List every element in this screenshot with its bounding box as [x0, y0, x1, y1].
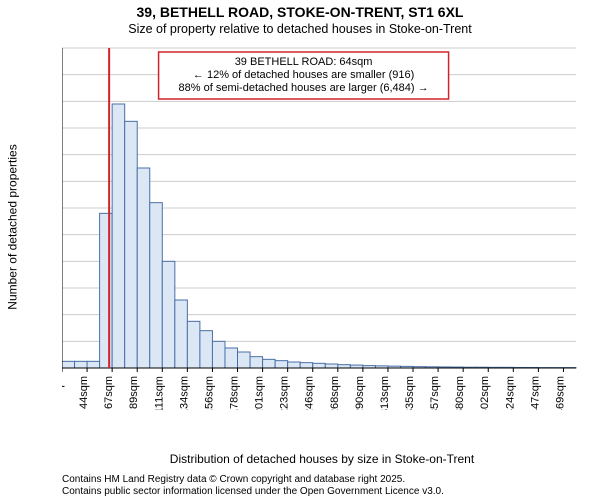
x-tick-label: 22sqm [62, 376, 65, 409]
x-tick-label: 424sqm [504, 376, 516, 410]
x-tick-label: 156sqm [203, 376, 215, 410]
histogram-bar [200, 331, 213, 368]
x-tick-label: 313sqm [379, 376, 391, 410]
x-tick-label: 67sqm [103, 376, 115, 409]
histogram-bar [87, 361, 100, 368]
annotation-line: 88% of semi-detached houses are larger (… [179, 82, 429, 94]
x-tick-label: 246sqm [304, 376, 316, 410]
histogram-bar [100, 213, 113, 368]
histogram-bar [125, 121, 138, 368]
chart-title-main: 39, BETHELL ROAD, STOKE-ON-TRENT, ST1 6X… [0, 4, 600, 20]
x-tick-label: 111sqm [153, 376, 165, 410]
footer-line-2: Contains public sector information licen… [62, 486, 444, 498]
histogram-bar [112, 104, 125, 368]
histogram-bar [187, 321, 200, 368]
x-tick-label: 178sqm [229, 376, 241, 410]
y-axis-label-wrap: Number of detached properties [6, 44, 20, 410]
x-tick-label: 402sqm [479, 376, 491, 410]
plot-area: 0200400600800100012001400160018002000220… [62, 44, 582, 410]
x-tick-label: 201sqm [254, 376, 266, 410]
histogram-bar [275, 361, 288, 368]
histogram-bar [225, 348, 238, 368]
x-tick-label: 89sqm [128, 376, 140, 409]
x-tick-label: 134sqm [178, 376, 190, 410]
histogram-bar [250, 357, 263, 368]
x-tick-label: 447sqm [529, 376, 541, 410]
x-tick-label: 44sqm [78, 376, 90, 409]
histogram-bar [212, 341, 225, 368]
histogram-bar [263, 359, 276, 368]
x-tick-label: 290sqm [354, 376, 366, 410]
x-tick-label: 268sqm [329, 376, 341, 410]
histogram-bar [300, 363, 313, 368]
histogram-bar [162, 261, 175, 368]
histogram-bar [75, 361, 88, 368]
histogram-bar [62, 361, 75, 368]
histogram-bar [150, 203, 163, 368]
x-tick-label: 469sqm [554, 376, 566, 410]
histogram-bar [175, 300, 188, 368]
plot-svg: 0200400600800100012001400160018002000220… [62, 44, 582, 410]
chart-card: 39, BETHELL ROAD, STOKE-ON-TRENT, ST1 6X… [0, 0, 600, 500]
histogram-bar [137, 168, 150, 368]
annotation-line: 39 BETHELL ROAD: 64sqm [235, 56, 373, 68]
x-axis-label: Distribution of detached houses by size … [62, 452, 582, 466]
histogram-bar [313, 363, 326, 368]
annotation-line: ← 12% of detached houses are smaller (91… [193, 69, 414, 81]
histogram-bar [325, 364, 338, 368]
footer-line-1: Contains HM Land Registry data © Crown c… [62, 474, 444, 486]
chart-title-sub: Size of property relative to detached ho… [0, 22, 600, 36]
footer-credits: Contains HM Land Registry data © Crown c… [62, 474, 444, 498]
x-tick-label: 357sqm [429, 376, 441, 410]
histogram-bar [288, 362, 301, 368]
y-axis-label: Number of detached properties [6, 144, 20, 309]
histogram-bar [238, 352, 251, 368]
x-tick-label: 335sqm [404, 376, 416, 410]
x-tick-label: 223sqm [279, 376, 291, 410]
x-tick-label: 380sqm [454, 376, 466, 410]
